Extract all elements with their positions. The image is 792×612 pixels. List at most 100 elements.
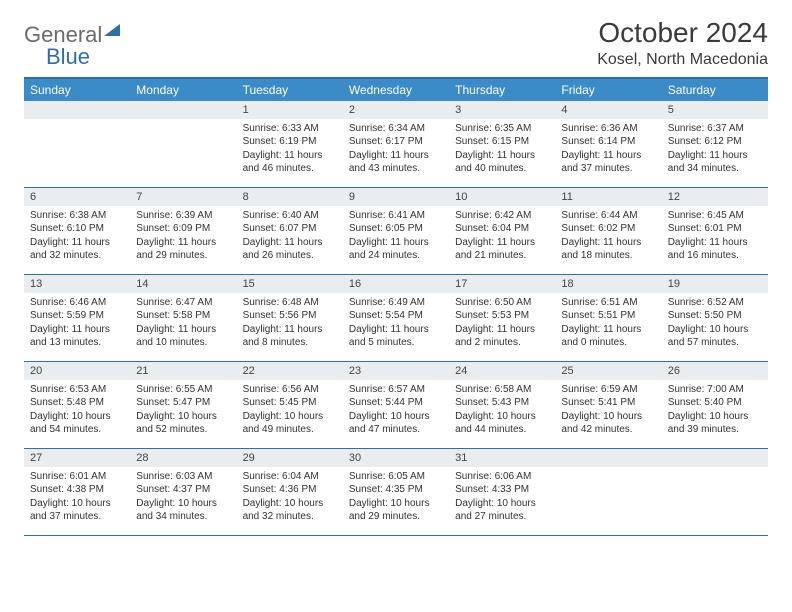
day-number: 29 [237, 449, 343, 467]
day-details: Sunrise: 6:37 AMSunset: 6:12 PMDaylight:… [662, 119, 768, 182]
day-header-row: Sunday Monday Tuesday Wednesday Thursday… [24, 79, 768, 101]
sunset-text: Sunset: 5:43 PM [455, 396, 549, 410]
sunrise-text: Sunrise: 6:44 AM [561, 209, 655, 223]
day-cell: 7Sunrise: 6:39 AMSunset: 6:09 PMDaylight… [130, 188, 236, 274]
daylight-text-2: and 44 minutes. [455, 423, 549, 437]
day-cell: 22Sunrise: 6:56 AMSunset: 5:45 PMDayligh… [237, 362, 343, 448]
sunrise-text: Sunrise: 7:00 AM [668, 383, 762, 397]
day-cell: 1Sunrise: 6:33 AMSunset: 6:19 PMDaylight… [237, 101, 343, 187]
daylight-text-1: Daylight: 10 hours [30, 497, 124, 511]
day-number: 13 [24, 275, 130, 293]
day-cell: 20Sunrise: 6:53 AMSunset: 5:48 PMDayligh… [24, 362, 130, 448]
daylight-text-1: Daylight: 10 hours [136, 497, 230, 511]
day-cell: 26Sunrise: 7:00 AMSunset: 5:40 PMDayligh… [662, 362, 768, 448]
daylight-text-1: Daylight: 10 hours [349, 410, 443, 424]
day-cell: . [662, 449, 768, 535]
day-details: Sunrise: 6:47 AMSunset: 5:58 PMDaylight:… [130, 293, 236, 356]
sunrise-text: Sunrise: 6:52 AM [668, 296, 762, 310]
daylight-text-2: and 54 minutes. [30, 423, 124, 437]
sunrise-text: Sunrise: 6:46 AM [30, 296, 124, 310]
day-header: Monday [130, 79, 236, 101]
sunrise-text: Sunrise: 6:05 AM [349, 470, 443, 484]
daylight-text-1: Daylight: 11 hours [455, 236, 549, 250]
day-number: 19 [662, 275, 768, 293]
daylight-text-1: Daylight: 10 hours [561, 410, 655, 424]
day-number: 28 [130, 449, 236, 467]
daylight-text-1: Daylight: 11 hours [349, 236, 443, 250]
day-cell: . [24, 101, 130, 187]
day-number: . [662, 449, 768, 467]
sunset-text: Sunset: 5:47 PM [136, 396, 230, 410]
sunset-text: Sunset: 6:05 PM [349, 222, 443, 236]
day-details: Sunrise: 6:51 AMSunset: 5:51 PMDaylight:… [555, 293, 661, 356]
daylight-text-1: Daylight: 11 hours [30, 236, 124, 250]
sunset-text: Sunset: 6:04 PM [455, 222, 549, 236]
day-details: Sunrise: 6:44 AMSunset: 6:02 PMDaylight:… [555, 206, 661, 269]
day-header: Tuesday [237, 79, 343, 101]
day-cell: 31Sunrise: 6:06 AMSunset: 4:33 PMDayligh… [449, 449, 555, 535]
day-cell: 29 Sunrise: 6:04 AMSunset: 4:36 PMDayligh… [237, 449, 343, 535]
daylight-text-2: and 34 minutes. [136, 510, 230, 524]
daylight-text-1: Daylight: 11 hours [30, 323, 124, 337]
sunrise-text: Sunrise: 6:04 AM [243, 470, 337, 484]
daylight-text-1: Daylight: 11 hours [561, 323, 655, 337]
sunset-text: Sunset: 6:07 PM [243, 222, 337, 236]
sunset-text: Sunset: 6:12 PM [668, 135, 762, 149]
day-details: Sunrise: 6:06 AMSunset: 4:33 PMDaylight:… [449, 467, 555, 530]
sunset-text: Sunset: 5:53 PM [455, 309, 549, 323]
day-cell: 3Sunrise: 6:35 AMSunset: 6:15 PMDaylight… [449, 101, 555, 187]
header: General Blue October 2024 Kosel, North M… [24, 18, 768, 69]
calendar: Sunday Monday Tuesday Wednesday Thursday… [24, 77, 768, 536]
day-cell: 25Sunrise: 6:59 AMSunset: 5:41 PMDayligh… [555, 362, 661, 448]
day-details: Sunrise: 6:03 AMSunset: 4:37 PMDaylight:… [130, 467, 236, 530]
sunrise-text: Sunrise: 6:33 AM [243, 122, 337, 136]
daylight-text-1: Daylight: 10 hours [243, 497, 337, 511]
daylight-text-2: and 34 minutes. [668, 162, 762, 176]
daylight-text-1: Daylight: 10 hours [668, 410, 762, 424]
sunrise-text: Sunrise: 6:03 AM [136, 470, 230, 484]
daylight-text-1: Daylight: 11 hours [561, 236, 655, 250]
day-details: Sunrise: 6:52 AMSunset: 5:50 PMDaylight:… [662, 293, 768, 356]
day-details: Sunrise: 6:58 AMSunset: 5:43 PMDaylight:… [449, 380, 555, 443]
day-cell: 27Sunrise: 6:01 AMSunset: 4:38 PMDayligh… [24, 449, 130, 535]
day-number: 8 [237, 188, 343, 206]
day-details: Sunrise: 7:00 AMSunset: 5:40 PMDaylight:… [662, 380, 768, 443]
logo-text: General Blue [24, 22, 122, 68]
day-cell: 5Sunrise: 6:37 AMSunset: 6:12 PMDaylight… [662, 101, 768, 187]
day-details: Sunrise: 6:41 AMSunset: 6:05 PMDaylight:… [343, 206, 449, 269]
logo-triangle-icon [102, 22, 122, 42]
sunset-text: Sunset: 4:38 PM [30, 483, 124, 497]
sunset-text: Sunset: 4:36 PM [243, 483, 337, 497]
daylight-text-1: Daylight: 11 hours [136, 236, 230, 250]
day-number: 9 [343, 188, 449, 206]
day-header: Friday [555, 79, 661, 101]
day-cell: 17Sunrise: 6:50 AMSunset: 5:53 PMDayligh… [449, 275, 555, 361]
daylight-text-2: and 21 minutes. [455, 249, 549, 263]
day-details: Sunrise: 6:35 AMSunset: 6:15 PMDaylight:… [449, 119, 555, 182]
daylight-text-2: and 39 minutes. [668, 423, 762, 437]
daylight-text-1: Daylight: 10 hours [30, 410, 124, 424]
sunset-text: Sunset: 6:09 PM [136, 222, 230, 236]
sunset-text: Sunset: 5:59 PM [30, 309, 124, 323]
day-header: Thursday [449, 79, 555, 101]
sunrise-text: Sunrise: 6:47 AM [136, 296, 230, 310]
daylight-text-1: Daylight: 11 hours [243, 323, 337, 337]
sunrise-text: Sunrise: 6:40 AM [243, 209, 337, 223]
sunset-text: Sunset: 6:15 PM [455, 135, 549, 149]
day-number: 4 [555, 101, 661, 119]
sunrise-text: Sunrise: 6:39 AM [136, 209, 230, 223]
sunset-text: Sunset: 5:58 PM [136, 309, 230, 323]
day-number: 18 [555, 275, 661, 293]
day-cell: 24Sunrise: 6:58 AMSunset: 5:43 PMDayligh… [449, 362, 555, 448]
daylight-text-2: and 52 minutes. [136, 423, 230, 437]
daylight-text-1: Daylight: 10 hours [243, 410, 337, 424]
sunset-text: Sunset: 4:33 PM [455, 483, 549, 497]
daylight-text-2: and 0 minutes. [561, 336, 655, 350]
daylight-text-2: and 5 minutes. [349, 336, 443, 350]
sunset-text: Sunset: 6:14 PM [561, 135, 655, 149]
day-details: Sunrise: 6:38 AMSunset: 6:10 PMDaylight:… [24, 206, 130, 269]
daylight-text-2: and 43 minutes. [349, 162, 443, 176]
day-cell: 4Sunrise: 6:36 AMSunset: 6:14 PMDaylight… [555, 101, 661, 187]
day-cell: . [130, 101, 236, 187]
daylight-text-2: and 32 minutes. [30, 249, 124, 263]
